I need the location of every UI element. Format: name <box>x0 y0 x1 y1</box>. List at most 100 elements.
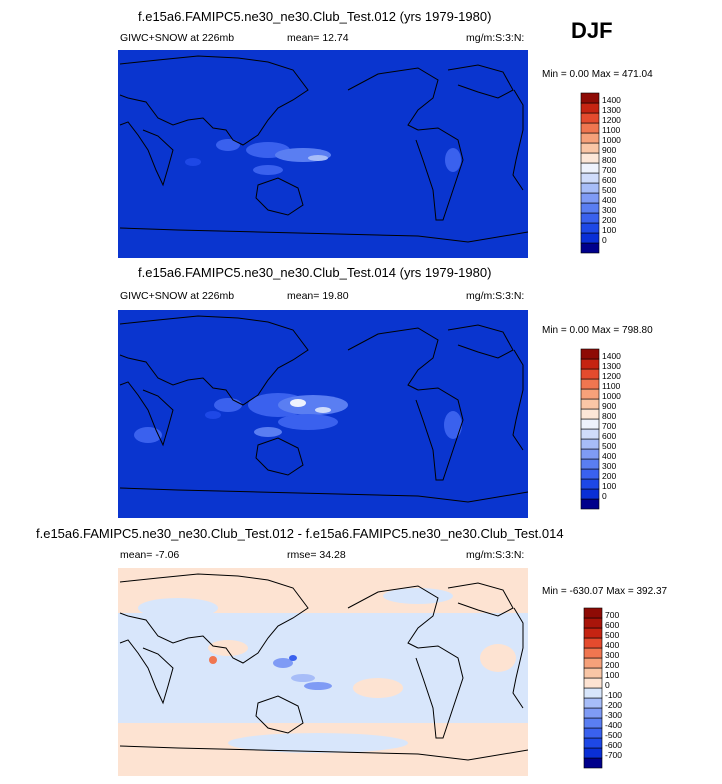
cb2-label-300: 300 <box>602 461 616 471</box>
colorbar-box <box>580 142 600 154</box>
colorbar-box <box>580 438 600 450</box>
colorbar-box <box>580 172 600 184</box>
cb3-label-300: 300 <box>605 650 619 660</box>
cb3-label-400: 400 <box>605 640 619 650</box>
panel-2-colorbar-boxes <box>580 348 600 510</box>
colorbar-box <box>580 448 600 460</box>
colorbar-box <box>580 418 600 430</box>
cb3-label-neg400: -400 <box>605 720 622 730</box>
colorbar-box <box>580 488 600 500</box>
cb1-label-1200: 1200 <box>602 115 621 125</box>
colorbar-box <box>583 757 603 769</box>
cb2-label-100: 100 <box>602 481 616 491</box>
panel-3-minmax: Min = -630.07 Max = 392.37 <box>542 586 668 597</box>
cb1-label-600: 600 <box>602 175 616 185</box>
cb1-label-1400: 1400 <box>602 95 621 105</box>
colorbar-box <box>580 348 600 360</box>
cb1-label-200: 200 <box>602 215 616 225</box>
cb1-label-100: 100 <box>602 225 616 235</box>
colorbar-box <box>580 368 600 380</box>
cb3-label-neg700: -700 <box>605 750 622 760</box>
colorbar-box <box>583 707 603 719</box>
colorbar-box <box>583 627 603 639</box>
cb1-label-1300: 1300 <box>602 105 621 115</box>
colorbar-box <box>580 232 600 244</box>
panel-2-coastlines <box>119 315 528 503</box>
colorbar-box <box>580 242 600 254</box>
panel-1-title: f.e15a6.FAMIPC5.ne30_ne30.Club_Test.012 … <box>138 9 492 24</box>
colorbar-box <box>580 92 600 104</box>
season-label: DJF <box>571 18 613 43</box>
cb3-label-0: 0 <box>605 680 610 690</box>
panel-2-colorbar: 1400 1300 1200 1100 1000 900 800 700 600… <box>580 348 621 510</box>
cb2-label-600: 600 <box>602 431 616 441</box>
colorbar-box <box>580 202 600 214</box>
panel-1-colorbar: 1400 1300 1200 1100 1000 900 800 700 600… <box>580 92 621 254</box>
panel-3-mean: mean= -7.06 <box>120 549 180 561</box>
cb3-label-600: 600 <box>605 620 619 630</box>
colorbar-box <box>580 222 600 234</box>
colorbar-box <box>580 102 600 114</box>
colorbar-box <box>580 152 600 164</box>
panel-2-title: f.e15a6.FAMIPC5.ne30_ne30.Club_Test.014 … <box>138 265 492 280</box>
colorbar-box <box>580 182 600 194</box>
panel-3-map <box>118 568 528 776</box>
colorbar-box <box>580 498 600 510</box>
panel-3-colorbar: 700 600 500 400 300 200 100 0 -100 -200 … <box>583 607 622 769</box>
panel-2-colorbar-labels: 1400 1300 1200 1100 1000 900 800 700 600… <box>602 351 621 501</box>
cb2-label-200: 200 <box>602 471 616 481</box>
cb2-label-500: 500 <box>602 441 616 451</box>
panel-1-variable: GIWC+SNOW at 226mb <box>120 32 235 44</box>
colorbar-box <box>580 132 600 144</box>
colorbar-box <box>580 408 600 420</box>
panel-1-map <box>118 50 528 258</box>
cb3-label-neg200: -200 <box>605 700 622 710</box>
colorbar-box <box>583 737 603 749</box>
colorbar-box <box>580 378 600 390</box>
colorbar-box <box>580 162 600 174</box>
panel-2-map <box>118 310 528 518</box>
cb3-label-neg500: -500 <box>605 730 622 740</box>
colorbar-box <box>583 617 603 629</box>
colorbar-box <box>580 112 600 124</box>
cb2-label-1200: 1200 <box>602 371 621 381</box>
panel-2-variable: GIWC+SNOW at 226mb <box>120 290 235 302</box>
cb2-label-800: 800 <box>602 411 616 421</box>
colorbar-box <box>583 667 603 679</box>
panel-1-coastlines <box>119 55 528 243</box>
panel-2-mean: mean= 19.80 <box>287 290 349 302</box>
panel-1-minmax: Min = 0.00 Max = 471.04 <box>542 69 653 80</box>
colorbar-box <box>580 468 600 480</box>
cb3-label-700: 700 <box>605 610 619 620</box>
colorbar-box <box>580 122 600 134</box>
colorbar-box <box>583 657 603 669</box>
colorbar-box <box>580 478 600 490</box>
colorbar-box <box>580 358 600 370</box>
colorbar-box <box>580 428 600 440</box>
panel-3-colorbar-boxes <box>583 607 603 769</box>
panel-1-mean: mean= 12.74 <box>287 32 349 44</box>
cb2-label-900: 900 <box>602 401 616 411</box>
panel-2-minmax: Min = 0.00 Max = 798.80 <box>542 325 653 336</box>
panel-3-rmse: rmse= 34.28 <box>287 549 346 561</box>
cb3-label-500: 500 <box>605 630 619 640</box>
cb1-label-800: 800 <box>602 155 616 165</box>
colorbar-box <box>583 607 603 619</box>
panel-1-anomalies <box>185 139 461 175</box>
cb2-label-0: 0 <box>602 491 607 501</box>
colorbar-box <box>583 677 603 689</box>
panel-1-colorbar-labels: 1400 1300 1200 1100 1000 900 800 700 600… <box>602 95 621 245</box>
cb1-label-1100: 1100 <box>602 125 621 135</box>
cb2-label-1300: 1300 <box>602 361 621 371</box>
panel-3-coastlines <box>119 573 528 761</box>
colorbar-box <box>580 192 600 204</box>
panel-1-colorbar-boxes <box>580 92 600 254</box>
colorbar-box <box>580 212 600 224</box>
cb2-label-1400: 1400 <box>602 351 621 361</box>
panel-3-title: f.e15a6.FAMIPC5.ne30_ne30.Club_Test.012 … <box>36 526 564 541</box>
colorbar-box <box>583 717 603 729</box>
cb1-label-300: 300 <box>602 205 616 215</box>
cb3-label-neg300: -300 <box>605 710 622 720</box>
colorbar-box <box>583 647 603 659</box>
colorbar-box <box>580 458 600 470</box>
